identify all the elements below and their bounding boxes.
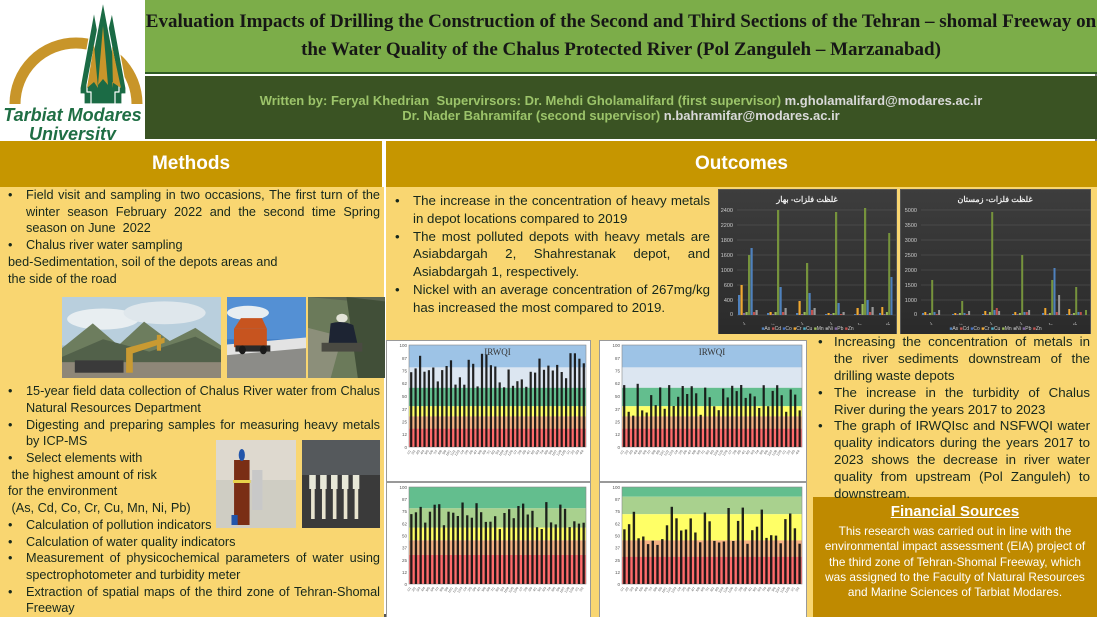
svg-text:75: 75 (615, 369, 621, 374)
svg-text:1500: 1500 (905, 283, 917, 289)
svg-text:50: 50 (615, 534, 621, 539)
svg-text:25: 25 (615, 420, 621, 425)
svg-text:1000: 1000 (905, 298, 917, 304)
svg-text:IRWQI: IRWQI (699, 347, 726, 357)
svg-text:75: 75 (402, 509, 408, 514)
svg-text:3000: 3000 (905, 238, 917, 244)
svg-text:100: 100 (399, 485, 407, 490)
svg-text:25: 25 (402, 558, 408, 563)
svg-text:100: 100 (612, 343, 620, 348)
svg-text:0: 0 (914, 312, 917, 318)
svg-text:3500: 3500 (905, 223, 917, 229)
svg-text:غلظت فلزات- بهار: غلظت فلزات- بهار (775, 195, 838, 205)
svg-text:62: 62 (615, 381, 621, 386)
svg-text:0: 0 (617, 445, 620, 450)
svg-text:87: 87 (402, 497, 408, 502)
svg-text:37: 37 (402, 546, 408, 551)
svg-text:12: 12 (402, 570, 408, 575)
svg-text:600: 600 (724, 283, 733, 289)
svg-text:1600: 1600 (721, 253, 733, 259)
svg-text:0: 0 (404, 445, 407, 450)
svg-text:4/4: 4/4 (579, 449, 585, 455)
svg-text:87: 87 (615, 356, 621, 361)
svg-text:12: 12 (615, 432, 621, 437)
svg-text:50: 50 (402, 534, 408, 539)
svg-text:400: 400 (724, 298, 733, 304)
svg-text:87: 87 (402, 356, 408, 361)
svg-text:0: 0 (404, 582, 407, 587)
svg-text:25: 25 (402, 420, 408, 425)
svg-text:2000: 2000 (905, 268, 917, 274)
svg-text:2200: 2200 (721, 223, 733, 229)
svg-text:0: 0 (617, 582, 620, 587)
svg-text:IRWQI: IRWQI (484, 347, 511, 357)
svg-text:37: 37 (615, 546, 621, 551)
svg-text:12: 12 (402, 432, 408, 437)
svg-text:100: 100 (612, 485, 620, 490)
svg-text:50: 50 (402, 394, 408, 399)
svg-text:4/4: 4/4 (795, 449, 801, 455)
svg-text:75: 75 (615, 509, 621, 514)
svg-text:62: 62 (402, 381, 408, 386)
svg-text:37: 37 (402, 407, 408, 412)
svg-text:1000: 1000 (721, 268, 733, 274)
svg-text:2/2: 2/2 (795, 586, 801, 592)
svg-text:غلظت فلزات- زمستان: غلظت فلزات- زمستان (957, 195, 1033, 205)
svg-text:25: 25 (615, 558, 621, 563)
svg-text:62: 62 (615, 521, 621, 526)
svg-text:1800: 1800 (721, 238, 733, 244)
svg-text:50: 50 (615, 394, 621, 399)
svg-text:0: 0 (730, 312, 733, 318)
svg-text:87: 87 (615, 497, 621, 502)
svg-text:75: 75 (402, 369, 408, 374)
svg-text:2/2: 2/2 (579, 586, 585, 592)
svg-text:12: 12 (615, 570, 621, 575)
svg-text:62: 62 (402, 521, 408, 526)
svg-text:37: 37 (615, 407, 621, 412)
svg-text:5000: 5000 (905, 208, 917, 214)
svg-text:100: 100 (399, 343, 407, 348)
svg-text:2400: 2400 (721, 208, 733, 214)
svg-text:2500: 2500 (905, 253, 917, 259)
